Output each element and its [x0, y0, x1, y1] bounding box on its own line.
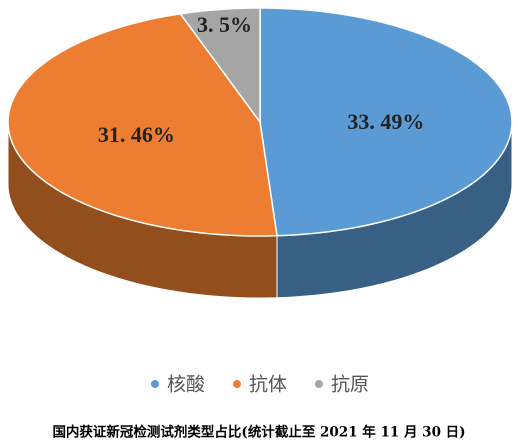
- value-label: 31. 46%: [98, 122, 175, 147]
- legend-label: 抗原: [331, 374, 369, 396]
- legend-label: 抗体: [249, 374, 287, 396]
- value-label: 33. 49%: [347, 109, 424, 134]
- legend-marker: [151, 380, 159, 388]
- slice: [179, 7, 261, 125]
- legend-marker: [315, 380, 323, 388]
- chart-title: 国内获证新冠检测试剂类型占比(统计截止至 2021 年 11 月 30 日): [52, 424, 465, 441]
- slice: [7, 13, 278, 237]
- legend-marker: [233, 380, 241, 388]
- value-label: 3. 5%: [197, 12, 252, 37]
- legend-label: 核酸: [167, 374, 205, 396]
- slice: [259, 7, 513, 237]
